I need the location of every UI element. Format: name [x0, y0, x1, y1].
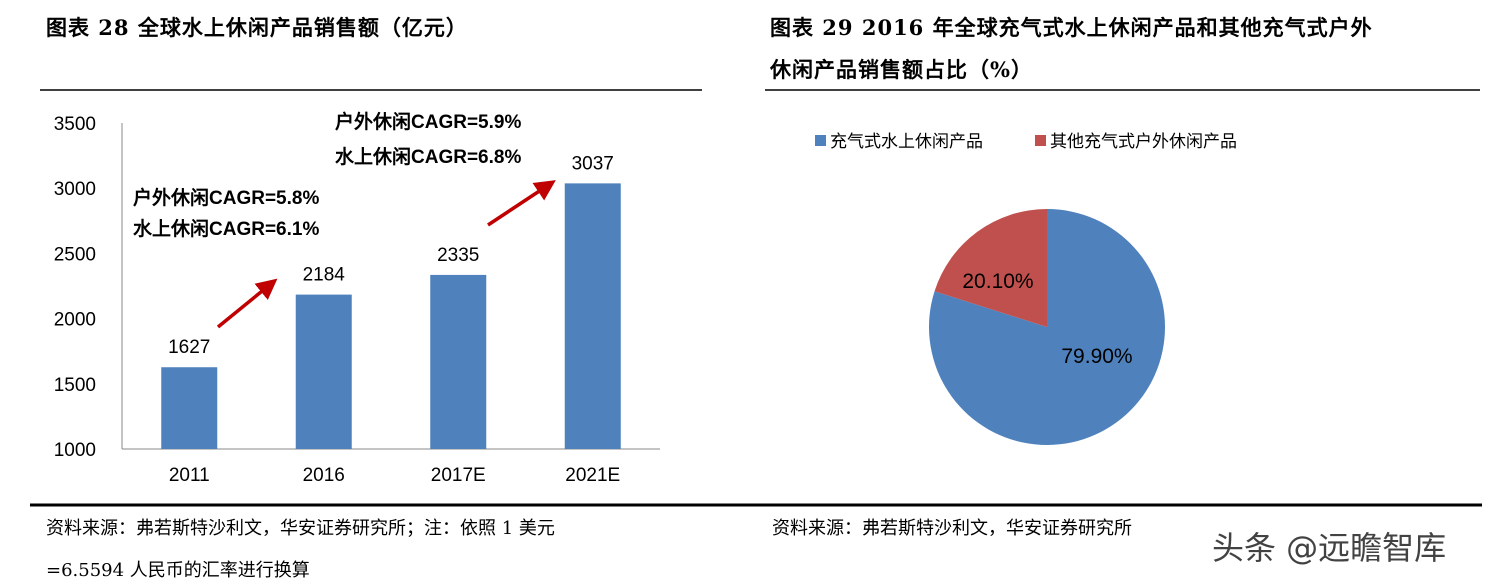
x-tick-label: 2016	[303, 465, 345, 486]
right-chart-title-line1: 图表 29 2016 年全球充气式水上休闲产品和其他充气式户外	[770, 15, 1373, 40]
legend-swatch-1	[815, 135, 826, 146]
right-chart-title-line2: 休闲产品销售额占比（%）	[770, 57, 1033, 82]
y-tick-label: 2500	[54, 244, 96, 265]
bar-2021E	[564, 183, 621, 450]
bar-chart: 户外休闲CAGR=5.9% 水上休闲CAGR=6.8% 户外休闲CAGR=5.8…	[54, 110, 660, 486]
bar-2011	[161, 367, 218, 449]
bar-2017E	[430, 274, 487, 449]
legend-label-1: 充气式水上休闲产品	[830, 132, 983, 151]
slice-label: 20.10%	[962, 270, 1033, 293]
y-tick-label: 3500	[54, 114, 96, 135]
annotation-1-line1: 户外休闲CAGR=5.8%	[133, 186, 319, 209]
data-label: 2335	[437, 245, 479, 266]
data-label: 2184	[303, 265, 346, 286]
left-source-line2: =6.5594 人民币的汇率进行换算	[46, 560, 310, 581]
y-tick-label: 1000	[54, 440, 96, 461]
growth-arrow-1	[216, 278, 278, 329]
watermark: 头条 @远瞻智库	[1212, 529, 1447, 567]
x-tick-label: 2011	[169, 465, 210, 486]
y-tick-label: 1500	[54, 375, 96, 396]
data-label: 3037	[572, 153, 614, 174]
y-tick-label: 2000	[54, 310, 96, 331]
left-chart-title: 图表 28 全球水上休闲产品销售额（亿元）	[46, 15, 468, 40]
bar-2016	[295, 294, 352, 449]
pie-chart: 充气式水上休闲产品 其他充气式户外休闲产品 79.90% 20.10%	[815, 132, 1237, 446]
x-tick-label: 2017E	[431, 465, 486, 486]
legend-swatch-2	[1035, 135, 1046, 146]
growth-arrow-2	[487, 180, 556, 227]
annotation-1-line2: 水上休闲CAGR=6.1%	[133, 217, 319, 240]
y-tick-label: 3000	[54, 179, 96, 200]
data-label: 1627	[168, 337, 210, 358]
x-tick-label: 2021E	[565, 465, 620, 486]
slice-label: 79.90%	[1061, 345, 1132, 368]
legend-label-2: 其他充气式户外休闲产品	[1050, 132, 1237, 151]
right-source: 资料来源：弗若斯特沙利文，华安证券研究所	[772, 518, 1132, 539]
annotation-2-line1: 户外休闲CAGR=5.9%	[335, 110, 521, 133]
pie-slice-2	[934, 209, 1047, 327]
left-source-line1: 资料来源：弗若斯特沙利文，华安证券研究所；注：依照 1 美元	[46, 518, 555, 539]
annotation-2-line2: 水上休闲CAGR=6.8%	[335, 145, 521, 168]
